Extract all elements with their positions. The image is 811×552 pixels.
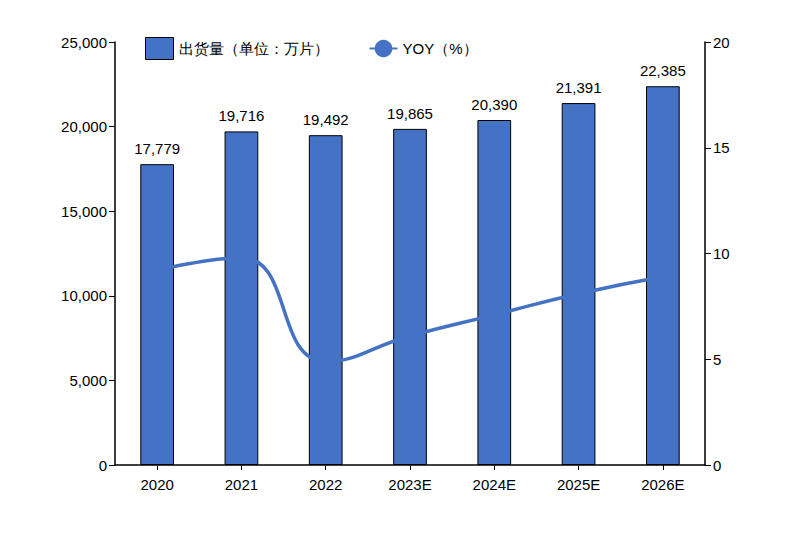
svg-text:21,391: 21,391	[556, 79, 602, 96]
svg-text:15: 15	[713, 139, 730, 156]
svg-text:25,000: 25,000	[61, 34, 107, 51]
svg-text:19,492: 19,492	[303, 111, 349, 128]
svg-text:0: 0	[713, 457, 721, 474]
svg-text:5,000: 5,000	[69, 372, 107, 389]
svg-text:15,000: 15,000	[61, 203, 107, 220]
svg-text:2025E: 2025E	[557, 476, 600, 493]
svg-text:0: 0	[99, 457, 107, 474]
svg-text:2024E: 2024E	[473, 476, 516, 493]
svg-text:10,000: 10,000	[61, 287, 107, 304]
svg-text:19,865: 19,865	[387, 105, 433, 122]
svg-text:2023E: 2023E	[388, 476, 431, 493]
svg-text:2020: 2020	[140, 476, 173, 493]
svg-text:19,716: 19,716	[218, 107, 264, 124]
svg-text:20: 20	[713, 34, 730, 51]
svg-text:2022: 2022	[309, 476, 342, 493]
svg-text:20,000: 20,000	[61, 118, 107, 135]
svg-text:2026E: 2026E	[641, 476, 684, 493]
svg-text:10: 10	[713, 245, 730, 262]
svg-text:5: 5	[713, 351, 721, 368]
svg-text:22,385: 22,385	[640, 62, 686, 79]
svg-text:2021: 2021	[225, 476, 258, 493]
svg-text:YOY（%）: YOY（%）	[403, 40, 478, 57]
svg-text:出货量（单位：万片）: 出货量（单位：万片）	[179, 40, 329, 57]
svg-text:20,390: 20,390	[471, 96, 517, 113]
svg-text:17,779: 17,779	[134, 140, 180, 157]
